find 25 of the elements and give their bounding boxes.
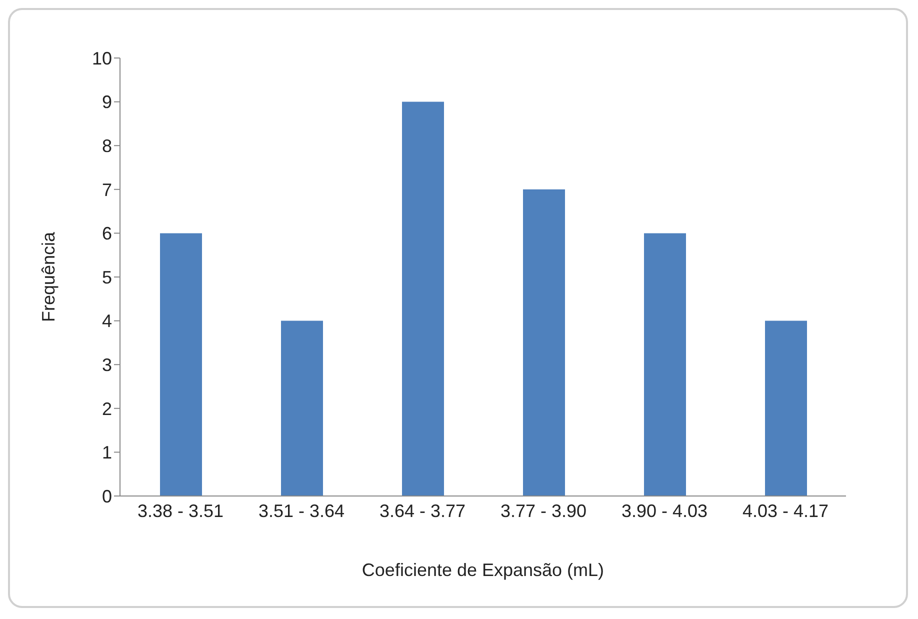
bar xyxy=(402,102,444,496)
x-tick-label: 3.38 - 3.51 xyxy=(137,500,224,521)
x-tick-label: 3.90 - 4.03 xyxy=(621,500,708,521)
bar xyxy=(523,189,565,496)
x-axis-title: Coeficiente de Expansão (mL) xyxy=(362,560,604,580)
bar xyxy=(281,320,323,496)
y-tick-label: 9 xyxy=(102,92,112,112)
y-tick-label: 8 xyxy=(102,136,112,156)
bar xyxy=(644,233,686,496)
bar xyxy=(765,320,807,496)
x-tick-label: 4.03 - 4.17 xyxy=(742,500,829,521)
x-tick-label: 3.77 - 3.90 xyxy=(500,500,587,521)
y-axis-title: Frequência xyxy=(38,230,58,322)
y-tick-label: 5 xyxy=(102,267,112,288)
y-tick-label: 7 xyxy=(102,180,112,200)
y-tick-label: 1 xyxy=(102,442,112,463)
y-tick-label: 3 xyxy=(102,354,112,375)
y-tick-label: 10 xyxy=(92,48,112,68)
x-tick-label: 3.64 - 3.77 xyxy=(379,500,466,521)
y-tick-label: 2 xyxy=(102,398,112,419)
y-tick-label: 6 xyxy=(102,224,112,244)
y-tick-label: 0 xyxy=(102,486,112,506)
y-tick-label: 4 xyxy=(102,311,112,332)
x-tick-label: 3.51 - 3.64 xyxy=(258,500,345,521)
bar xyxy=(160,233,202,496)
